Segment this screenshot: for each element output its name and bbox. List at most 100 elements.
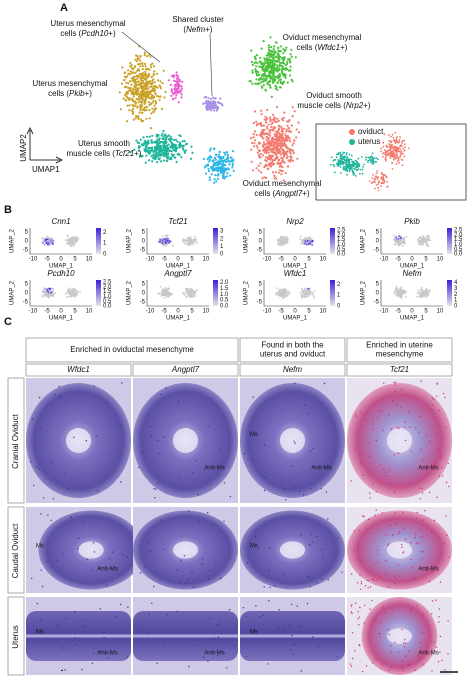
cell-dot xyxy=(268,73,271,76)
cell-dot xyxy=(283,62,286,65)
stain-dot xyxy=(371,483,374,485)
stain-dot xyxy=(424,510,426,512)
cell-dot xyxy=(146,76,149,79)
axis-label: UMAP_2 xyxy=(127,228,133,253)
cell-dot xyxy=(135,114,138,118)
cell-dot xyxy=(138,94,142,97)
stain-dot xyxy=(198,521,200,523)
cell-dot xyxy=(271,160,274,163)
stain-dot xyxy=(419,416,422,418)
cell-dot xyxy=(428,239,431,242)
cell-dot xyxy=(130,109,133,112)
cell-dot xyxy=(363,163,365,166)
cell-dot xyxy=(380,150,383,153)
cell-dot xyxy=(279,45,282,48)
cell-dot xyxy=(156,146,160,149)
annotation: Anti-Ms xyxy=(204,651,224,657)
cell-dot xyxy=(167,287,170,289)
cell-dot xyxy=(388,145,391,148)
cell-dot xyxy=(289,158,292,161)
cell-dot xyxy=(154,92,157,96)
stain-dot xyxy=(40,569,42,571)
stain-dot xyxy=(268,600,270,602)
cell-dot xyxy=(157,150,160,153)
row-label: Uterus xyxy=(11,625,20,649)
cell-dot xyxy=(166,135,169,138)
stain-dot xyxy=(421,487,423,490)
stain-dot xyxy=(157,439,159,442)
stain-dot xyxy=(162,548,164,550)
cell-dot xyxy=(283,56,286,59)
cell-dot xyxy=(231,162,234,165)
stain-dot xyxy=(290,649,292,652)
stain-dot xyxy=(285,499,287,501)
cell-dot xyxy=(262,80,265,83)
cell-dot xyxy=(147,72,150,76)
cell-dot xyxy=(273,159,276,162)
cell-dot xyxy=(167,79,170,82)
cell-dot xyxy=(209,97,213,101)
cell-dot xyxy=(145,68,148,71)
cell-dot xyxy=(377,181,380,184)
stain-dot xyxy=(410,558,412,561)
stain-dot xyxy=(360,583,363,585)
cell-dot xyxy=(134,100,137,103)
cell-dot xyxy=(129,86,132,89)
y-tick-label: 0 xyxy=(142,239,146,245)
stain-dot xyxy=(448,556,450,558)
stain-dot xyxy=(385,534,387,536)
stain-dot xyxy=(165,387,167,389)
cell-dot xyxy=(280,173,283,176)
cell-dot xyxy=(424,293,427,296)
cell-dot xyxy=(276,81,279,84)
cell-dot xyxy=(145,87,148,90)
cell-dot xyxy=(218,157,221,160)
stain-dot xyxy=(306,602,309,605)
stain-dot xyxy=(368,474,370,476)
stain-dot xyxy=(211,638,213,641)
gene-title: Wfdc1 xyxy=(284,269,307,278)
stain-dot xyxy=(245,615,247,618)
cell-dot xyxy=(152,153,155,156)
panel-letter: A xyxy=(60,2,68,14)
colorbar xyxy=(213,280,218,306)
cell-dot xyxy=(219,155,223,159)
stain-dot xyxy=(363,515,365,518)
stain-dot xyxy=(416,511,418,514)
cell-dot xyxy=(221,157,224,160)
cell-dot xyxy=(145,140,148,143)
cell-dot xyxy=(389,154,392,157)
cell-dot xyxy=(181,140,184,143)
cell-dot xyxy=(216,170,219,173)
cell-dot xyxy=(377,176,379,179)
stain-dot xyxy=(263,623,265,626)
stain-dot xyxy=(436,496,438,498)
cell-dot xyxy=(394,131,397,134)
colorbar xyxy=(447,228,452,254)
cell-dot xyxy=(141,105,144,108)
cell-dot xyxy=(399,156,401,158)
y-tick-label: 0 xyxy=(259,239,263,245)
colorbar xyxy=(96,228,101,254)
cell-dot xyxy=(350,154,353,157)
gene-name: Pkib xyxy=(69,89,85,98)
cell-dot xyxy=(375,175,377,178)
stain-dot xyxy=(428,440,431,442)
cell-dot xyxy=(281,57,284,60)
stain-dot xyxy=(57,624,59,626)
cell-dot xyxy=(153,107,157,110)
cell-dot xyxy=(159,85,162,88)
x-tick-label: 5 xyxy=(190,309,194,315)
cluster-label: (Nefm+) xyxy=(183,25,212,34)
cell-dot xyxy=(140,101,143,104)
axis-frame xyxy=(29,280,92,307)
cell-dot xyxy=(294,56,297,59)
cell-dot xyxy=(150,94,154,97)
cell-dot xyxy=(299,292,302,294)
cell-dot xyxy=(72,291,75,293)
cell-dot xyxy=(273,45,276,48)
stain-dot xyxy=(320,488,322,490)
stain-dot xyxy=(336,656,338,658)
cell-dot xyxy=(150,155,153,158)
